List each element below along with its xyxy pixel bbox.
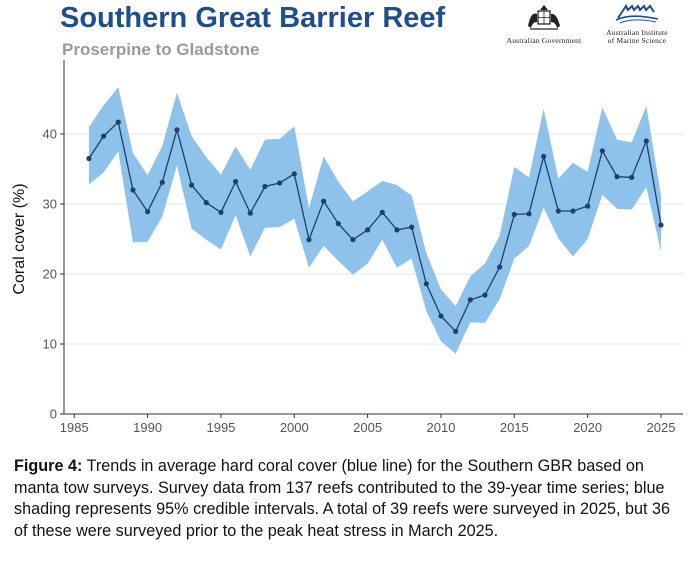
data-point-2024 xyxy=(643,138,649,144)
data-point-2022 xyxy=(614,174,620,180)
data-point-1996 xyxy=(233,179,239,185)
aims-text-line1: Australian Institute xyxy=(606,28,668,37)
figure-caption-text: Trends in average hard coral cover (blue… xyxy=(14,457,670,540)
data-point-2021 xyxy=(599,148,605,154)
y-tick-label-30: 30 xyxy=(43,197,57,212)
data-point-2013 xyxy=(482,292,488,298)
y-tick-label-20: 20 xyxy=(43,267,57,282)
data-point-2006 xyxy=(379,209,385,215)
data-point-2008 xyxy=(409,224,415,230)
data-point-2016 xyxy=(526,211,532,217)
data-point-1994 xyxy=(203,200,209,206)
data-point-2023 xyxy=(629,174,635,180)
data-point-1998 xyxy=(262,183,268,190)
australian-government-text: Australian Government xyxy=(506,36,582,45)
data-point-2003 xyxy=(335,221,341,227)
x-tick-label-2020: 2020 xyxy=(573,420,602,435)
y-tick-label-40: 40 xyxy=(43,127,57,142)
x-tick-label-2025: 2025 xyxy=(647,420,676,435)
data-point-2000 xyxy=(291,171,297,177)
data-point-1987 xyxy=(101,133,107,139)
aims-logo: Australian Institute of Marine Science xyxy=(590,2,684,45)
data-point-2007 xyxy=(394,227,400,233)
figure-label: Figure 4: xyxy=(14,457,83,475)
data-point-1988 xyxy=(115,119,121,125)
y-tick-label-0: 0 xyxy=(50,407,57,422)
data-point-2004 xyxy=(350,237,356,243)
data-point-1997 xyxy=(247,210,253,216)
data-point-2005 xyxy=(365,227,371,233)
x-tick-label-2000: 2000 xyxy=(280,420,309,435)
data-point-2014 xyxy=(497,264,503,270)
coat-of-arms-icon xyxy=(528,5,560,30)
x-tick-label-1995: 1995 xyxy=(206,420,235,435)
data-point-2011 xyxy=(453,328,459,334)
australian-government-logo: Australian Government xyxy=(500,2,588,45)
data-point-1999 xyxy=(277,180,283,186)
data-point-2017 xyxy=(541,153,547,159)
y-tick-label-10: 10 xyxy=(43,337,57,352)
data-point-2019 xyxy=(570,208,576,214)
x-tick-label-1985: 1985 xyxy=(60,420,89,435)
data-point-2018 xyxy=(555,208,561,214)
aims-logo-icon xyxy=(615,4,659,24)
page-subtitle: Proserpine to Gladstone xyxy=(62,40,260,59)
data-point-1986 xyxy=(86,155,92,162)
data-point-2015 xyxy=(511,211,517,218)
coral-cover-chart: 0 10 20 30 40 1985 1990 1995 2000 2005 2010 2015 202… xyxy=(11,60,683,435)
aims-text-line2: of Marine Science xyxy=(607,36,667,45)
coral-cover-line xyxy=(88,120,662,333)
data-point-2001 xyxy=(306,237,312,243)
data-point-1995 xyxy=(218,209,224,215)
data-point-2012 xyxy=(467,297,473,303)
y-axis-label: Coral cover (%) xyxy=(11,183,28,294)
data-point-2025 xyxy=(658,222,664,228)
x-tick-label-2015: 2015 xyxy=(500,420,529,435)
data-point-1990 xyxy=(145,209,151,215)
data-point-1992 xyxy=(174,127,180,133)
page-title: Southern Great Barrier Reef xyxy=(60,2,446,34)
data-point-2010 xyxy=(438,313,444,319)
x-tick-label-1990: 1990 xyxy=(133,420,162,435)
data-point-1993 xyxy=(189,182,195,188)
data-point-1991 xyxy=(159,179,165,185)
data-point-2020 xyxy=(585,203,591,209)
x-tick-label-2010: 2010 xyxy=(427,420,456,435)
x-tick-label-2005: 2005 xyxy=(353,420,382,435)
figure-caption: Figure 4: Trends in average hard coral c… xyxy=(14,456,682,542)
data-point-1989 xyxy=(130,187,136,193)
data-point-2009 xyxy=(423,281,429,287)
data-point-2002 xyxy=(321,198,327,204)
